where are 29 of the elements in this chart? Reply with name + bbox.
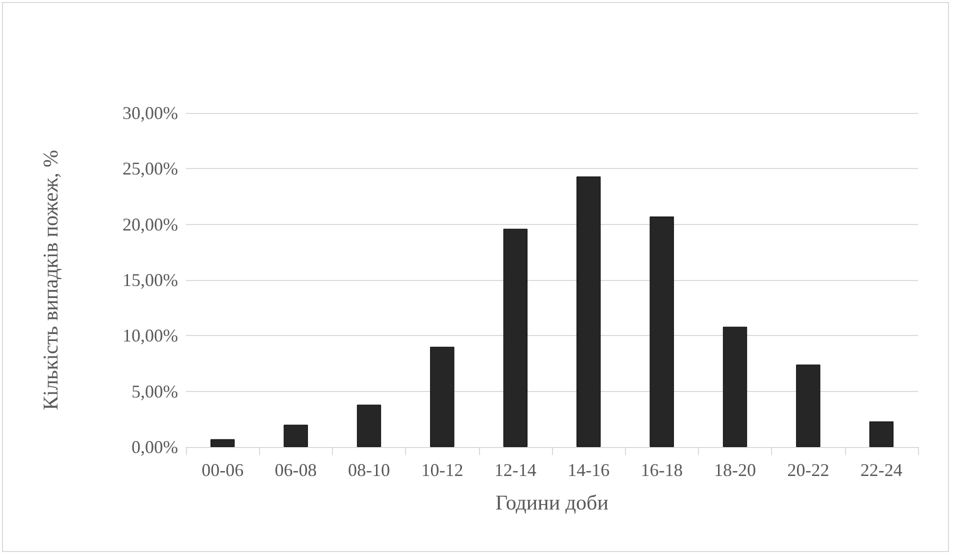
bar — [796, 364, 820, 447]
bar — [284, 424, 308, 447]
y-tick-label: 30,00% — [122, 103, 178, 123]
x-tick-label: 00-06 — [202, 460, 244, 480]
y-tick-label: 0,00% — [132, 437, 178, 457]
x-tick-label: 08-10 — [348, 460, 390, 480]
y-tick-label: 5,00% — [132, 381, 178, 402]
bar — [356, 404, 382, 447]
x-tick-label: 10-12 — [421, 460, 464, 480]
bar — [576, 176, 601, 447]
y-tick-label: 15,00% — [122, 270, 178, 290]
bar — [210, 439, 235, 447]
x-tick-label: 12-14 — [494, 460, 536, 480]
x-axis-title: Години доби — [496, 490, 608, 514]
y-axis-title: Кількість випадків пожеж, % — [38, 150, 62, 410]
x-tick-label: 14-16 — [568, 460, 610, 480]
x-tick-label: 18-20 — [714, 460, 756, 480]
y-tick-label: 10,00% — [122, 326, 178, 346]
x-tick-label: 22-24 — [860, 460, 902, 480]
bar — [869, 421, 894, 447]
x-tick-label: 06-08 — [274, 460, 317, 480]
x-tick-label: 20-22 — [787, 460, 830, 480]
y-tick-label: 20,00% — [122, 214, 178, 234]
bar — [722, 326, 748, 447]
bar — [650, 216, 674, 447]
bar — [503, 228, 528, 447]
bar — [430, 346, 454, 447]
y-tick-label: 25,00% — [122, 158, 178, 179]
x-tick-label: 16-18 — [640, 460, 683, 480]
